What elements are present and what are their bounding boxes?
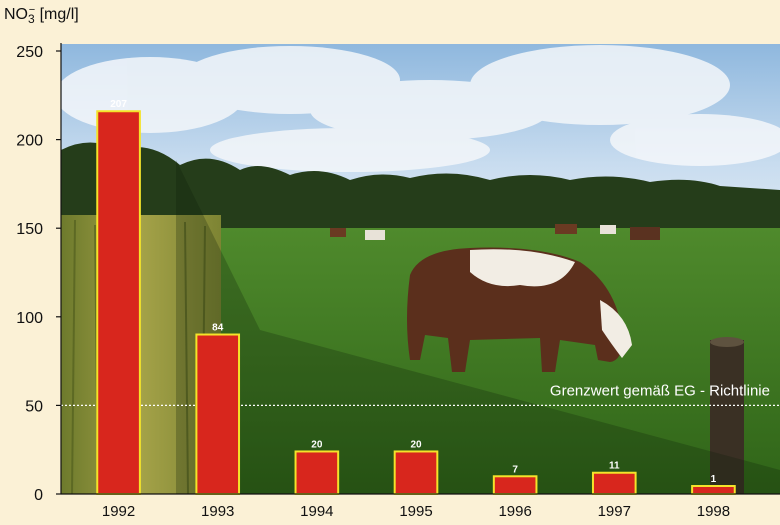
y-tick-label-150: 150 xyxy=(16,221,43,238)
reference-line-group: Grenzwert gemäß EG - Richtlinie xyxy=(61,382,780,407)
reference-line-label: Grenzwert gemäß EG - Richtlinie xyxy=(550,382,770,399)
distant-cows xyxy=(330,224,660,240)
y-axis-label-base: NO xyxy=(4,6,28,23)
x-tick-label-1995: 1995 xyxy=(399,503,432,520)
x-tick-label-1997: 1997 xyxy=(598,503,631,520)
data-label-1995: 20 xyxy=(410,439,422,450)
data-label-1997: 11 xyxy=(609,461,620,472)
y-tick-label-100: 100 xyxy=(16,310,43,327)
bar-1995 xyxy=(393,450,439,495)
y-tick-label-0: 0 xyxy=(34,487,43,504)
x-tick-label-1998: 1998 xyxy=(697,503,730,520)
plot-shade xyxy=(176,160,780,494)
bar-1994 xyxy=(294,450,340,495)
background-photo xyxy=(61,44,780,494)
bar-1996 xyxy=(492,475,538,495)
fence-post xyxy=(710,337,744,494)
y-tick-label-200: 200 xyxy=(16,133,43,150)
axes: 0 50 100 150 200 250 xyxy=(16,43,780,504)
corn-field xyxy=(61,215,221,494)
bars: 207 1992 84 1993 20 1994 20 1995 7 1996 11 1997 1 199… xyxy=(96,99,736,520)
y-axis-label: NO3− [mg/l] xyxy=(4,4,79,26)
x-tick-label-1996: 1996 xyxy=(498,503,531,520)
y-tick-label-250: 250 xyxy=(16,44,43,61)
data-label-1998: 1 xyxy=(711,474,717,485)
data-label-1993: 84 xyxy=(212,323,224,334)
clouds xyxy=(61,45,780,172)
bar-1998 xyxy=(691,485,736,495)
data-label-1992: 207 xyxy=(110,99,127,110)
x-tick-label-1992: 1992 xyxy=(102,503,135,520)
y-axis-label-subscript: 3 xyxy=(28,12,35,26)
y-tick-label-50: 50 xyxy=(25,398,43,415)
x-tick-label-1994: 1994 xyxy=(300,503,333,520)
bar-1993 xyxy=(195,333,241,495)
y-axis-label-superscript: − xyxy=(28,4,36,16)
y-axis-label-unit: [mg/l] xyxy=(39,6,79,23)
treeline xyxy=(61,142,780,240)
cow xyxy=(407,247,632,372)
x-tick-label-1993: 1993 xyxy=(201,503,234,520)
data-label-1996: 7 xyxy=(512,464,518,475)
bar-1997 xyxy=(591,471,637,495)
bar-1992 xyxy=(96,110,141,496)
data-label-1994: 20 xyxy=(311,439,323,450)
